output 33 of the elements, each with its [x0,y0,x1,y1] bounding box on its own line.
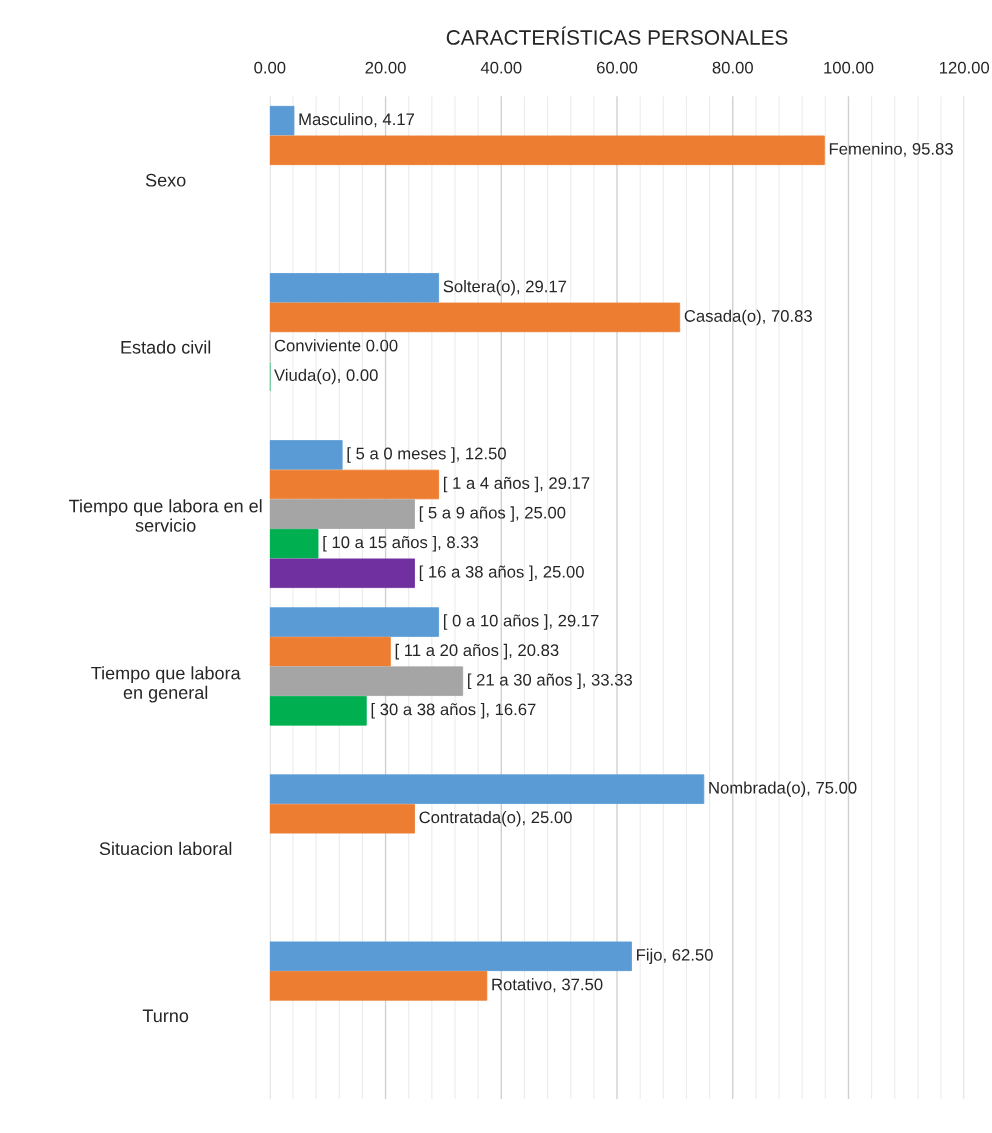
data-label: [ 21 a 30 años ], 33.33 [468,673,632,689]
x-tick-label: 0.00 [254,61,286,74]
y-tick-label: Tiempo que labora en el servicio [69,499,262,532]
data-label: Fijo, 62.50 [637,948,713,965]
x-tick-label: 80.00 [712,61,753,74]
data-label: [ 1 a 4 años ], 29.17 [443,476,590,493]
data-label: [ 5 a 0 meses ], 12.50 [347,447,506,463]
data-label: Soltera(o), 29.17 [443,280,567,296]
data-label: Masculino, 4.17 [299,112,415,128]
chart-title: CARACTERÍSTICAS PERSONALES [446,26,788,45]
data-label: Femenino, 95.83 [829,142,953,157]
data-label: Rotativo, 37.50 [492,978,603,993]
data-label: Casada(o), 70.83 [684,309,812,326]
y-tick-label: Situacion laboral [99,841,232,856]
data-label: [ 5 a 9 años ], 25.00 [419,506,566,522]
x-tick-label: 40.00 [480,61,522,74]
x-tick-label: 20.00 [365,61,406,74]
y-tick-label: Turno [142,1009,189,1023]
data-label: [ 16 a 38 años ], 25.00 [419,565,584,582]
x-tick-label: 120.00 [940,61,990,74]
y-tick-label: Estado civil [121,340,211,354]
y-tick-label: Sexo [145,173,186,187]
data-label: Conviviente 0.00 [274,339,398,352]
data-label: [ 0 a 10 años ], 29.17 [443,614,599,630]
data-label: [ 10 a 15 años ], 8.33 [323,535,479,552]
y-tick-label: Tiempo que labora en general [91,666,241,703]
x-tick-label: 60.00 [597,61,638,74]
data-label: [ 11 a 20 años ], 20.83 [395,643,559,660]
data-label: [ 30 a 38 años ], 16.67 [371,703,536,719]
x-tick-label: 100.00 [824,61,874,74]
data-label: Viuda(o), 0.00 [274,368,378,385]
data-label: Nombrada(o), 75.00 [709,781,857,797]
data-label: Contratada(o), 25.00 [419,810,572,827]
